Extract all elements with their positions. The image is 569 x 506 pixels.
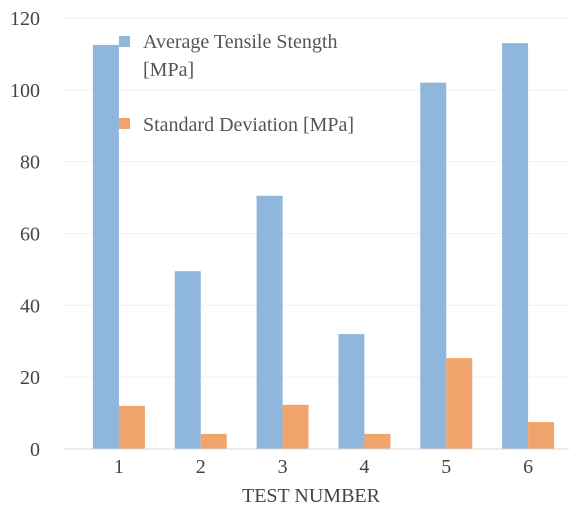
x-tick-label: 3 [278, 456, 288, 478]
bar-average-tensile-3 [256, 195, 283, 449]
x-axis-title: TEST NUMBER [242, 485, 381, 506]
y-tick-label: 100 [10, 80, 40, 102]
bar-standard-deviation-5 [446, 358, 473, 449]
y-tick-labels: 0 20 40 60 80 100 120 [10, 8, 40, 461]
bar-standard-deviation-2 [200, 433, 227, 449]
y-tick-label: 60 [20, 224, 40, 246]
bar-standard-deviation-6 [528, 422, 555, 449]
legend: Average Tensile Stength [MPa] Standard D… [119, 31, 354, 136]
bars [92, 43, 555, 450]
y-tick-label: 80 [20, 152, 40, 174]
bar-average-tensile-4 [338, 334, 365, 449]
y-tick-label: 20 [20, 367, 40, 389]
legend-swatch-average-tensile [119, 36, 130, 47]
x-tick-label: 1 [114, 456, 124, 478]
gridlines [64, 17, 569, 378]
bar-average-tensile-2 [174, 271, 201, 449]
x-tick-label: 5 [441, 456, 451, 478]
bar-standard-deviation-3 [282, 404, 309, 449]
x-tick-labels: 1 2 3 4 5 6 [114, 456, 533, 478]
bar-standard-deviation-1 [118, 405, 145, 449]
y-tick-label: 120 [10, 8, 40, 30]
legend-label-standard-deviation: Standard Deviation [MPa] [143, 114, 354, 136]
x-tick-label: 6 [523, 456, 533, 478]
legend-swatch-standard-deviation [119, 118, 130, 129]
legend-label-average-tensile-line1: Average Tensile Stength [143, 31, 337, 53]
y-tick-label: 40 [20, 295, 40, 317]
bar-average-tensile-6 [502, 43, 529, 450]
legend-label-average-tensile-line2: [MPa] [143, 59, 194, 81]
bar-average-tensile-5 [420, 82, 447, 450]
bar-standard-deviation-4 [364, 433, 391, 449]
x-tick-label: 2 [196, 456, 206, 478]
bar-average-tensile-1 [92, 44, 119, 449]
y-tick-label: 0 [30, 439, 40, 461]
x-tick-label: 4 [359, 456, 369, 478]
